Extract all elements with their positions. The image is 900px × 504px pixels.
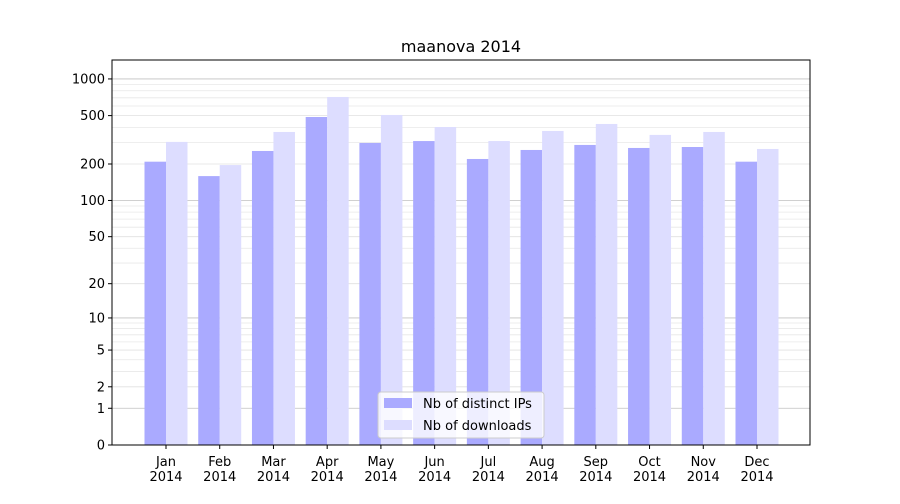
x-tick-label: Dec 2014 bbox=[740, 455, 773, 485]
x-tick-label: Jul 2014 bbox=[472, 455, 505, 485]
y-tick-label: 50 bbox=[88, 230, 105, 245]
y-tick-label: 200 bbox=[80, 158, 105, 173]
bar-ips bbox=[628, 147, 650, 445]
bar-ips bbox=[735, 161, 757, 446]
bars bbox=[144, 96, 779, 446]
chart-title: maanova 2014 bbox=[401, 37, 521, 56]
x-tick-label: Apr 2014 bbox=[311, 455, 344, 485]
y-tick-label: 0 bbox=[97, 439, 105, 454]
bar-downloads bbox=[542, 130, 564, 445]
y-tick-label: 20 bbox=[88, 277, 105, 292]
y-tick-label: 1000 bbox=[72, 72, 105, 87]
x-tick-label: Nov 2014 bbox=[687, 455, 720, 485]
bar-downloads bbox=[273, 131, 295, 445]
x-tick-label: Oct 2014 bbox=[633, 455, 666, 485]
bar-ips bbox=[520, 149, 543, 445]
bar-downloads bbox=[488, 141, 510, 445]
bar-downloads bbox=[649, 134, 672, 445]
y-tick-label: 100 bbox=[80, 194, 105, 209]
x-axis: Jan 2014 Feb 2014 Mar 2014 Apr 2014 May 2014 Jun 20… bbox=[149, 445, 774, 485]
x-tick-label: Feb 2014 bbox=[203, 455, 236, 485]
bar-ips bbox=[466, 158, 489, 445]
x-tick-label: Aug 2014 bbox=[526, 455, 559, 485]
bar-ips bbox=[198, 176, 220, 446]
plot-frame bbox=[111, 59, 811, 446]
legend-swatch-ips bbox=[384, 398, 412, 408]
x-tick-label: Jan 2014 bbox=[149, 455, 182, 485]
x-tick-label: May 2014 bbox=[364, 455, 397, 485]
bar-downloads bbox=[380, 114, 403, 446]
bar-downloads bbox=[327, 96, 349, 445]
legend: Nb of distinct IPs Nb of downloads bbox=[377, 391, 545, 439]
x-tick-label: Mar 2014 bbox=[257, 455, 290, 485]
bar-ips bbox=[144, 161, 166, 446]
legend-swatch-downloads bbox=[384, 420, 412, 430]
y-tick-label: 10 bbox=[88, 311, 105, 326]
bar-downloads bbox=[595, 123, 618, 445]
bar-ips bbox=[305, 117, 328, 445]
legend-label-downloads: Nb of downloads bbox=[423, 419, 532, 434]
x-tick-label: Jun 2014 bbox=[418, 455, 451, 485]
legend-box bbox=[377, 391, 545, 439]
y-tick-label: 1 bbox=[97, 402, 105, 417]
y-tick-label: 500 bbox=[80, 109, 105, 124]
bar-downloads bbox=[166, 141, 188, 445]
bar-downloads bbox=[434, 127, 457, 445]
bar-ips bbox=[574, 144, 596, 445]
bar-ips bbox=[413, 141, 435, 445]
x-tick-label: Sep 2014 bbox=[579, 455, 612, 485]
legend-label-ips: Nb of distinct IPs bbox=[423, 397, 532, 412]
bar-ips bbox=[681, 147, 704, 445]
bar-downloads bbox=[703, 131, 725, 445]
bar-downloads bbox=[757, 148, 779, 445]
bar-downloads bbox=[219, 165, 242, 446]
y-axis: 0 1 2 5 10 20 50 100 200 500 1000 bbox=[72, 72, 112, 454]
y-tick-label: 2 bbox=[97, 380, 105, 395]
y-tick-label: 5 bbox=[97, 344, 105, 359]
bar-ips bbox=[251, 150, 274, 446]
bar-ips bbox=[359, 142, 381, 445]
